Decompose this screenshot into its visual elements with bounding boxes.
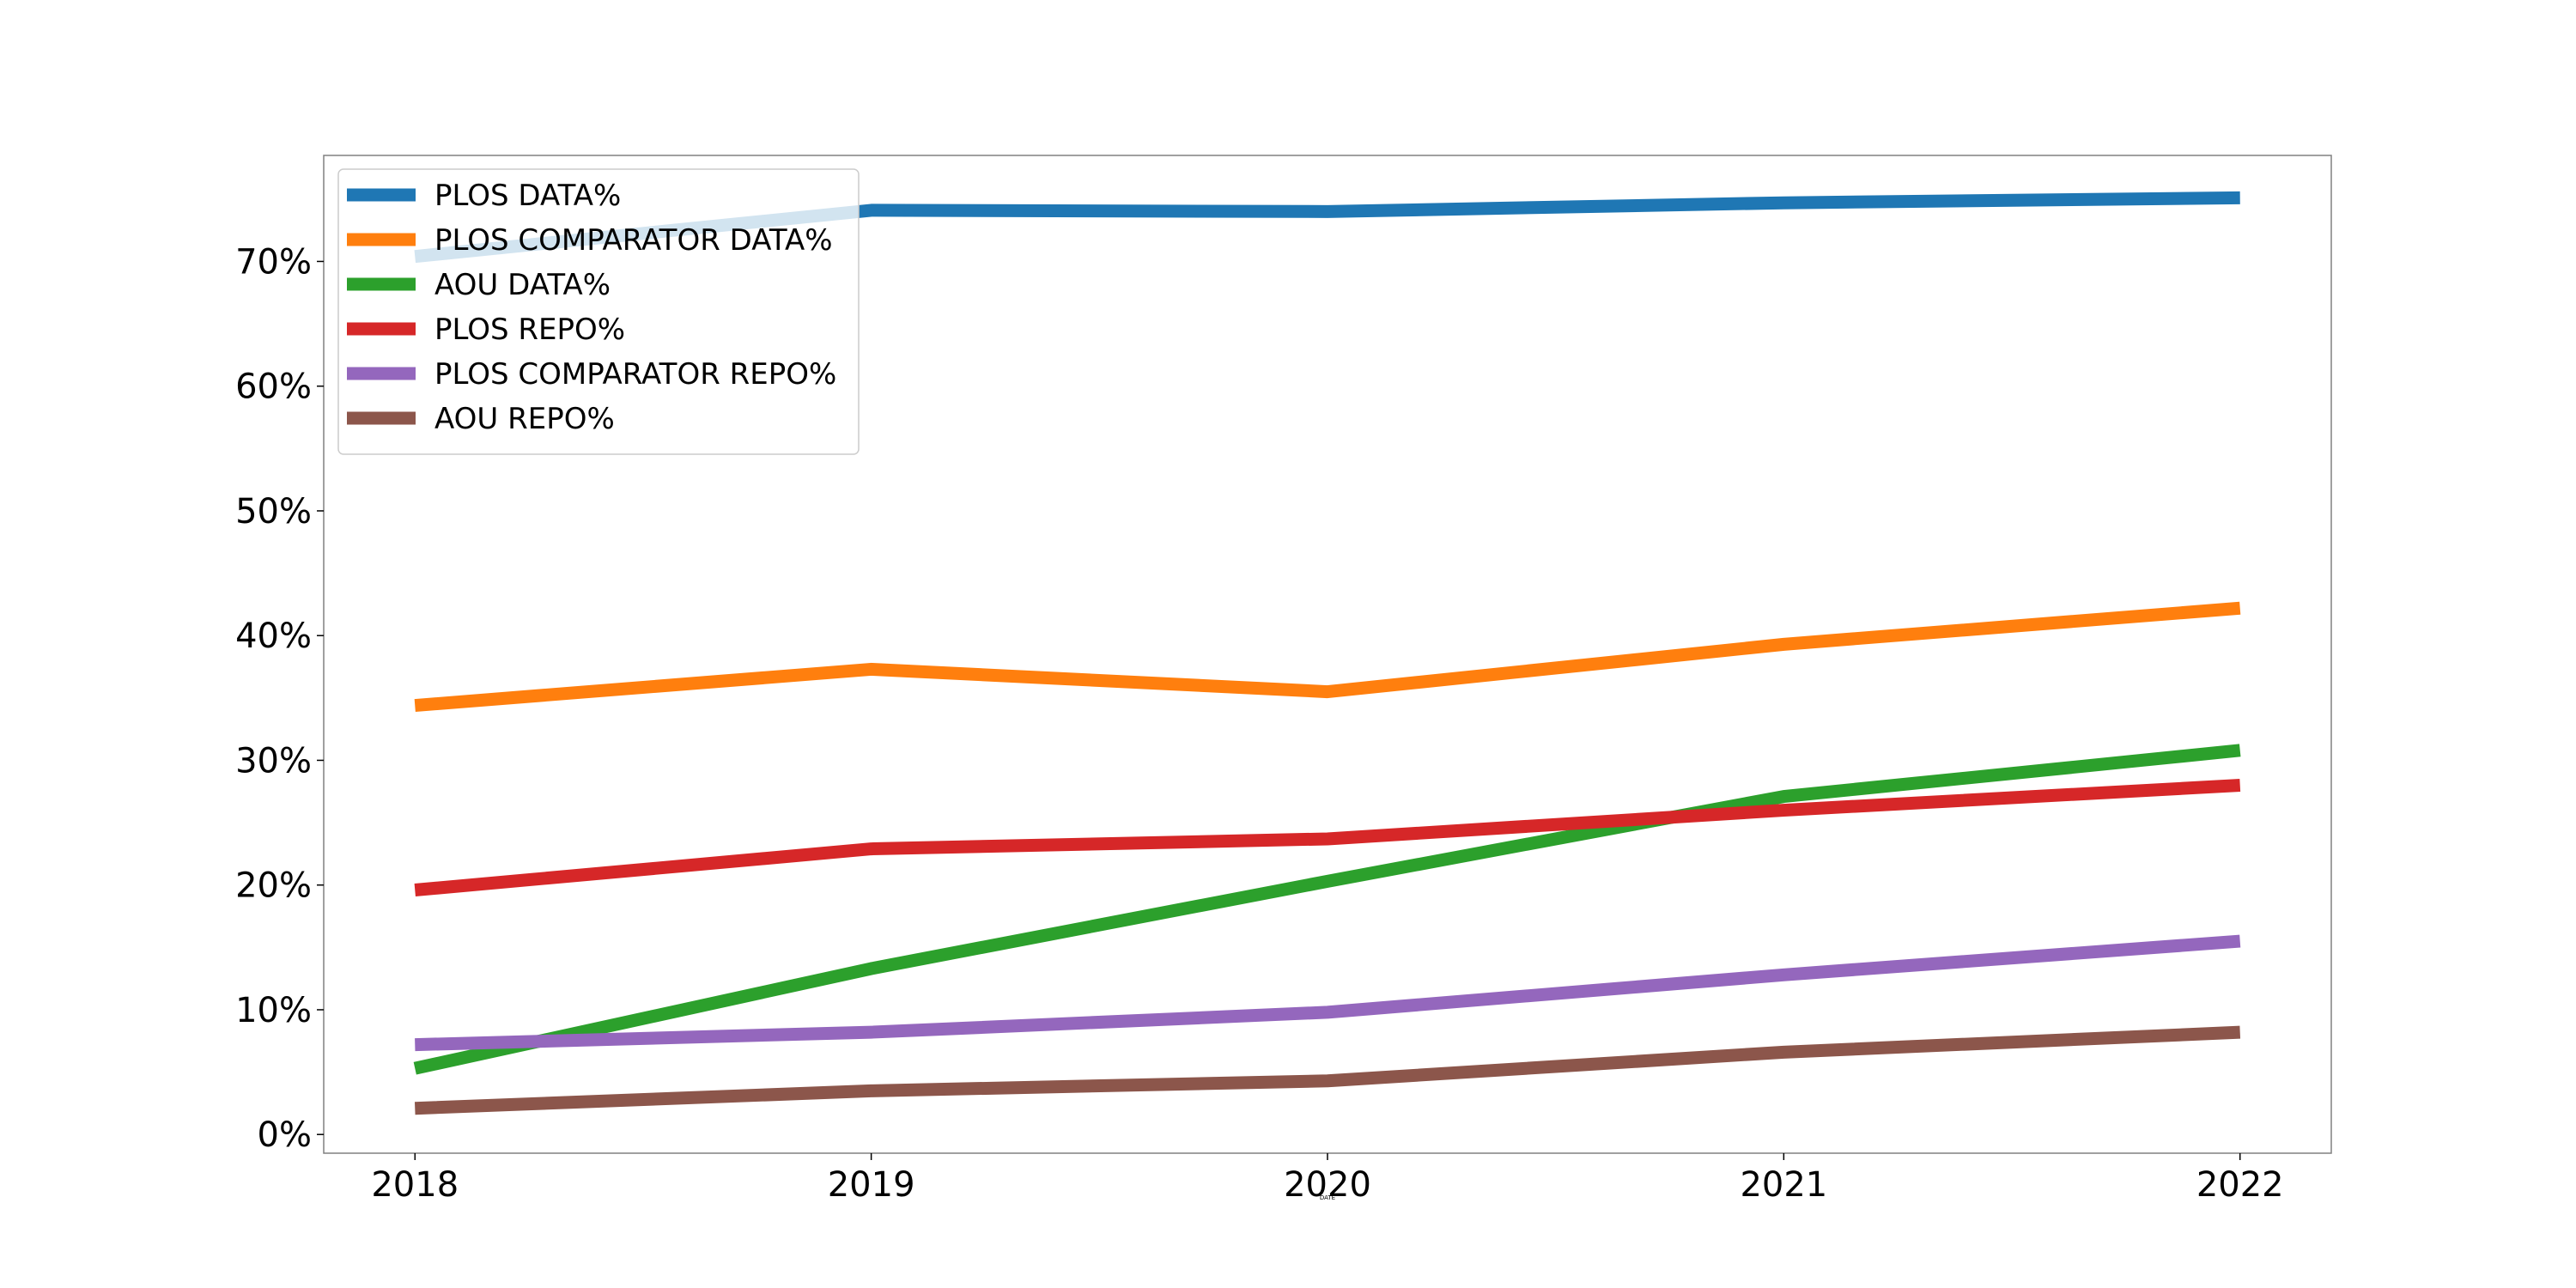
y-tick-label: 30%	[235, 741, 312, 781]
series-line-aou-data-pct	[413, 744, 2241, 1075]
series-line-aou-repo-pct	[414, 1025, 2241, 1115]
x-axis-title: DATE	[1320, 1194, 1335, 1201]
legend-label: AOU REPO%	[434, 402, 615, 436]
y-tick-label: 0%	[258, 1115, 312, 1155]
series-line-plos-repo-pct	[414, 779, 2241, 896]
x-tick-label: 2020	[1284, 1165, 1371, 1205]
y-tick-label: 40%	[235, 617, 312, 656]
series-line-plos-comparator-data-pct	[414, 601, 2241, 713]
legend-label: AOU DATA%	[434, 268, 611, 302]
legend-label: PLOS COMPARATOR REPO%	[434, 357, 836, 392]
legend-label: PLOS COMPARATOR DATA%	[434, 223, 833, 258]
y-tick-label: 70%	[235, 242, 312, 282]
legend-box	[337, 168, 860, 455]
x-tick-label: 2021	[1740, 1165, 1827, 1205]
x-axis: 2018 2019 2020 2021 2022	[371, 1153, 2284, 1205]
x-tick-label: 2019	[828, 1165, 915, 1205]
y-axis: 0% 10% 20% 30% 40% 50% 60% 70%	[235, 242, 324, 1155]
legend-label: PLOS DATA%	[434, 179, 621, 213]
legend: PLOS DATA% PLOS COMPARATOR DATA% AOU DATA%…	[337, 168, 860, 455]
y-tick-label: 60%	[235, 368, 312, 407]
y-tick-label: 20%	[235, 866, 312, 906]
legend-label: PLOS REPO%	[434, 313, 625, 347]
y-tick-label: 50%	[235, 492, 312, 532]
x-tick-label: 2022	[2196, 1165, 2284, 1205]
y-tick-label: 10%	[235, 991, 312, 1030]
x-tick-label: 2018	[371, 1165, 459, 1205]
series-line-plos-comparator-repo-pct	[415, 934, 2241, 1052]
